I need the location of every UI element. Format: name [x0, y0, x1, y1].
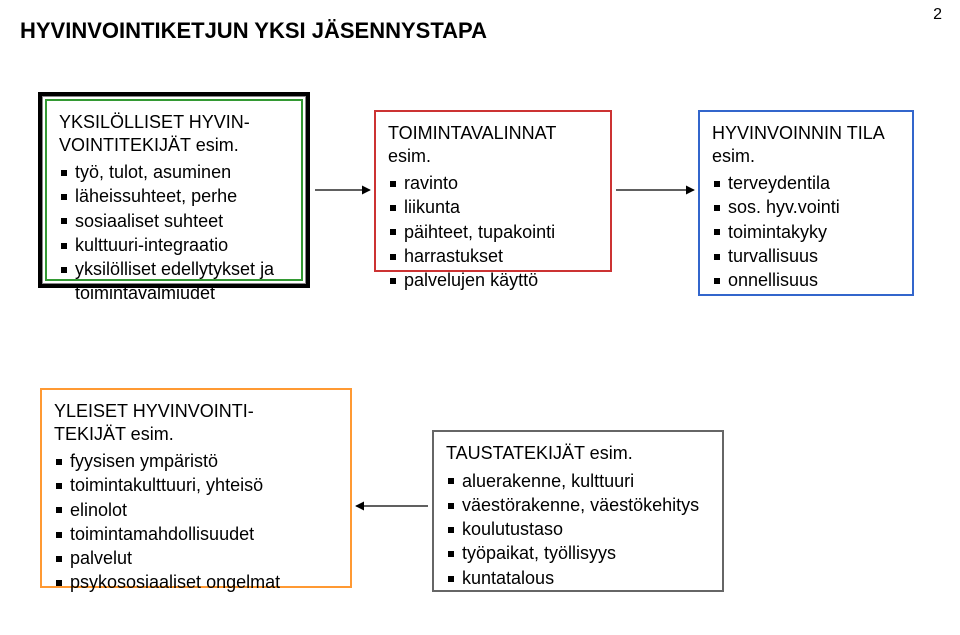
list-item: palvelujen käyttö: [388, 268, 598, 292]
box-toimintavalinnat: TOIMINTAVALINNAT esim. ravintoliikuntapä…: [374, 110, 612, 272]
list-item: läheissuhteet, perhe: [59, 184, 289, 208]
box5-heading: TAUSTATEKIJÄT esim.: [446, 442, 710, 465]
page-number: 2: [933, 6, 942, 24]
box2-items: ravintoliikuntapäihteet, tupakointiharra…: [388, 171, 598, 292]
list-item: työpaikat, työllisyys: [446, 541, 710, 565]
box-tila: HYVINVOINNIN TILA esim. terveydentilasos…: [698, 110, 914, 296]
list-item: päihteet, tupakointi: [388, 220, 598, 244]
list-item: koulutustaso: [446, 517, 710, 541]
list-item: liikunta: [388, 195, 598, 219]
box-yksilolliset-outer: YKSILÖLLISET HYVIN-VOINTITEKIJÄT esim. t…: [38, 92, 310, 288]
list-item: turvallisuus: [712, 244, 900, 268]
list-item: sos. hyv.vointi: [712, 195, 900, 219]
list-item: palvelut: [54, 546, 338, 570]
list-item: harrastukset: [388, 244, 598, 268]
list-item: työ, tulot, asuminen: [59, 160, 289, 184]
list-item: yksilölliset edellytykset ja toimintaval…: [59, 257, 289, 306]
box-yleiset: YLEISET HYVINVOINTI-TEKIJÄT esim. fyysis…: [40, 388, 352, 588]
list-item: kuntatalous: [446, 566, 710, 590]
list-item: väestörakenne, väestökehitys: [446, 493, 710, 517]
box3-items: terveydentilasos. hyv.vointitoimintakyky…: [712, 171, 900, 292]
list-item: psykososiaaliset ongelmat: [54, 570, 338, 594]
list-item: fyysisen ympäristö: [54, 449, 338, 473]
list-item: elinolot: [54, 498, 338, 522]
list-item: toimintakulttuuri, yhteisö: [54, 473, 338, 497]
box1-heading: YKSILÖLLISET HYVIN-VOINTITEKIJÄT esim.: [59, 111, 289, 156]
list-item: terveydentila: [712, 171, 900, 195]
box2-heading: TOIMINTAVALINNAT esim.: [388, 122, 598, 167]
box4-heading: YLEISET HYVINVOINTI-TEKIJÄT esim.: [54, 400, 338, 445]
list-item: ravinto: [388, 171, 598, 195]
box4-items: fyysisen ympäristötoimintakulttuuri, yht…: [54, 449, 338, 595]
list-item: onnellisuus: [712, 268, 900, 292]
list-item: kulttuuri-integraatio: [59, 233, 289, 257]
box-taustatekijat: TAUSTATEKIJÄT esim. aluerakenne, kulttuu…: [432, 430, 724, 592]
list-item: toimintamahdollisuudet: [54, 522, 338, 546]
box3-heading: HYVINVOINNIN TILA esim.: [712, 122, 900, 167]
box-yksilolliset: YKSILÖLLISET HYVIN-VOINTITEKIJÄT esim. t…: [45, 99, 303, 281]
list-item: aluerakenne, kulttuuri: [446, 469, 710, 493]
box5-items: aluerakenne, kulttuuriväestörakenne, väe…: [446, 469, 710, 590]
box1-items: työ, tulot, asuminenläheissuhteet, perhe…: [59, 160, 289, 306]
list-item: sosiaaliset suhteet: [59, 209, 289, 233]
list-item: toimintakyky: [712, 220, 900, 244]
page-title: HYVINVOINTIKETJUN YKSI JÄSENNYSTAPA: [20, 18, 487, 44]
